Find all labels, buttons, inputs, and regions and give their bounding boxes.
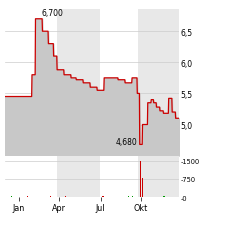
Bar xyxy=(65,196,66,198)
Bar xyxy=(103,196,104,198)
Bar xyxy=(128,196,129,198)
Bar xyxy=(57,10,100,156)
Bar xyxy=(90,197,91,198)
Bar xyxy=(138,10,179,156)
Bar xyxy=(163,196,164,198)
Bar xyxy=(138,156,179,198)
Bar xyxy=(57,156,100,198)
Bar xyxy=(129,197,130,198)
Bar xyxy=(140,161,141,198)
Bar xyxy=(50,197,51,198)
Bar xyxy=(173,197,174,198)
Bar xyxy=(6,197,7,198)
Bar xyxy=(143,193,144,198)
Bar xyxy=(164,196,165,198)
Bar xyxy=(86,197,87,198)
Bar xyxy=(27,197,28,198)
Bar xyxy=(102,197,103,198)
Bar xyxy=(142,178,143,198)
Text: 6,700: 6,700 xyxy=(41,9,63,18)
Bar xyxy=(93,197,94,198)
Text: 4,680: 4,680 xyxy=(115,137,137,146)
Bar xyxy=(11,196,12,198)
